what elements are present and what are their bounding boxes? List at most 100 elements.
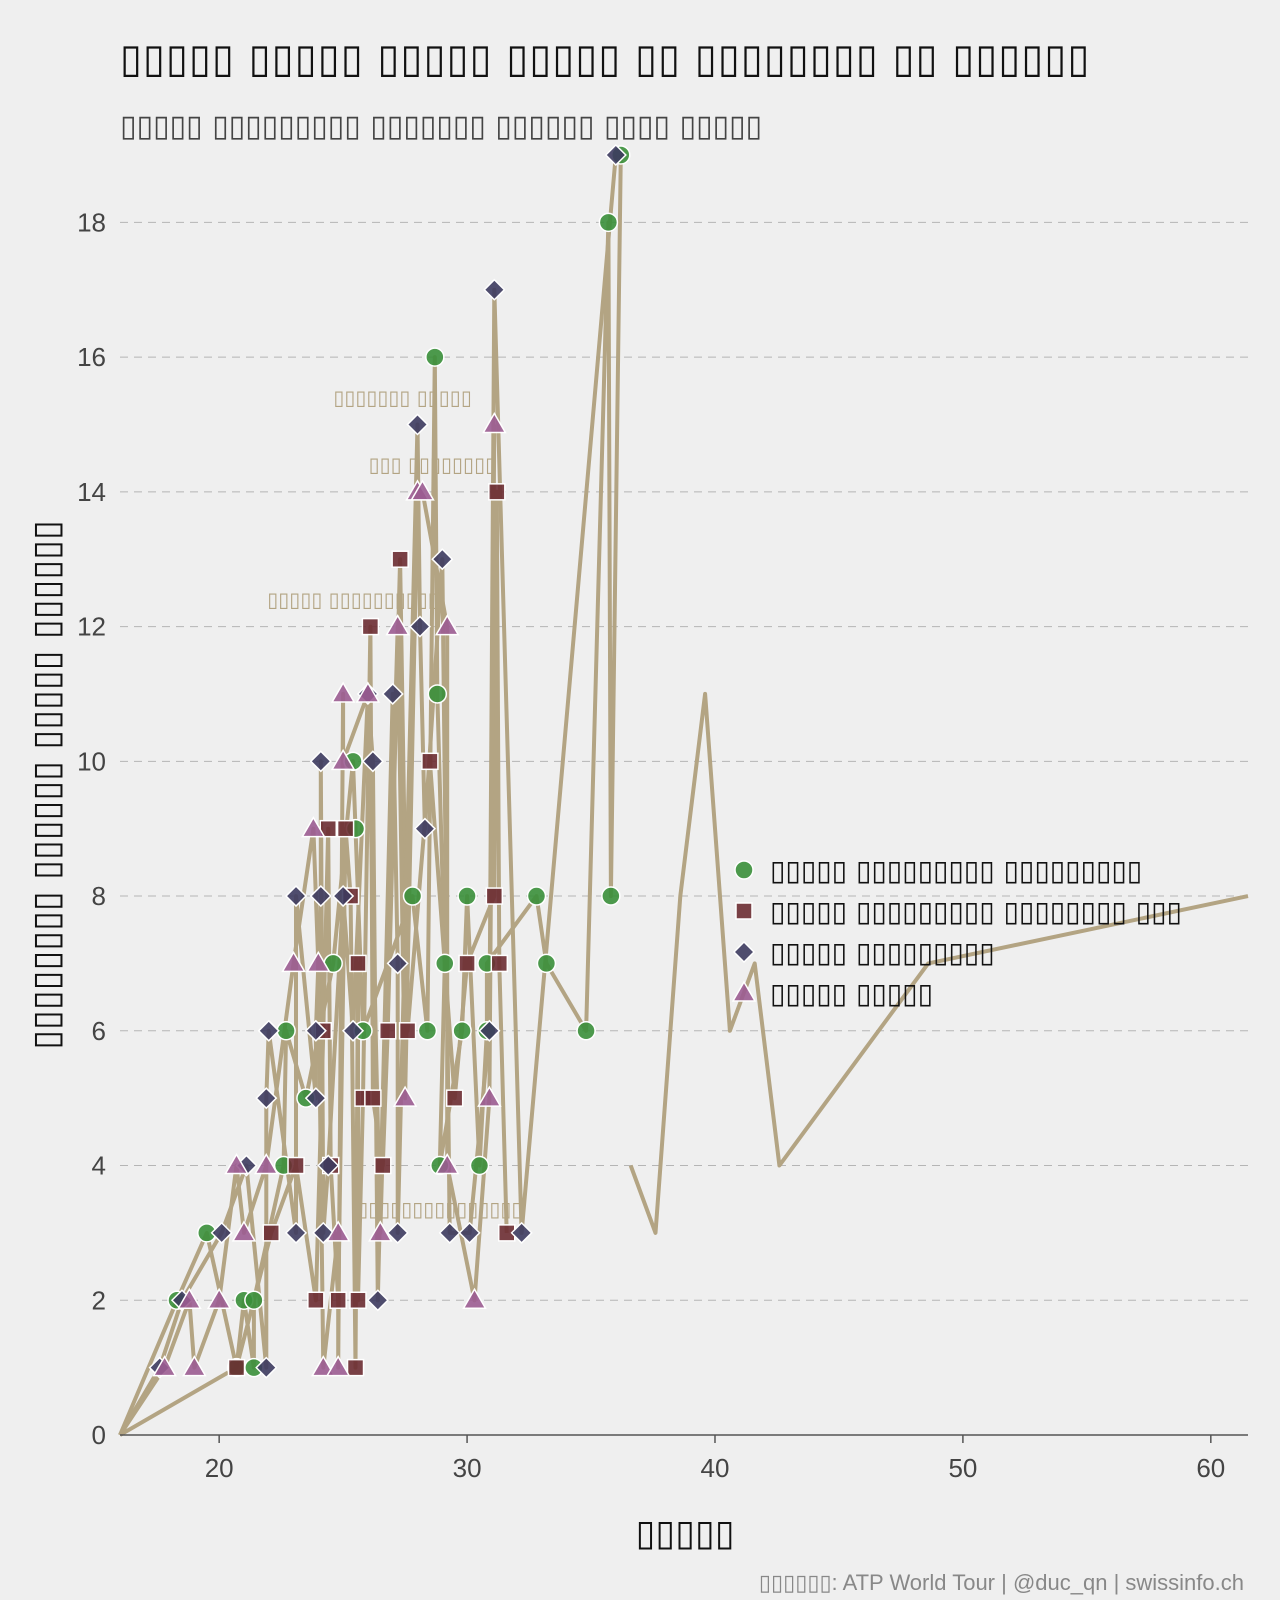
data-point-diamond xyxy=(317,1154,340,1177)
data-point-circle xyxy=(469,1155,490,1176)
data-point-triangle xyxy=(325,1220,351,1242)
data-point-square xyxy=(488,483,506,501)
annotation-label: ▯▯▯ ▯▯▯▯▯▯▯▯ xyxy=(369,453,496,477)
data-point-square xyxy=(227,1358,246,1377)
series-line xyxy=(118,424,497,1437)
data-point-triangle xyxy=(206,1287,232,1310)
x-tick-label: 60 xyxy=(1196,1453,1225,1483)
data-point-square xyxy=(421,752,439,771)
data-point-triangle xyxy=(152,1355,177,1377)
x-tick-label: 50 xyxy=(948,1453,977,1483)
data-point-triangle xyxy=(477,1085,502,1107)
x-tick-label: 40 xyxy=(701,1453,730,1483)
data-point-triangle xyxy=(434,1153,460,1175)
x-tick-label: 20 xyxy=(205,1453,234,1483)
data-point-triangle xyxy=(731,980,757,1002)
data-point-square xyxy=(735,902,753,920)
y-tick-label: 18 xyxy=(77,207,106,237)
grid xyxy=(120,221,1248,1301)
context-line xyxy=(628,691,1249,1235)
y-tick-label: 0 xyxy=(92,1420,106,1450)
data-point-diamond xyxy=(309,884,332,908)
data-point-circle xyxy=(435,953,455,974)
data-point-circle xyxy=(526,886,547,906)
data-point-triangle xyxy=(385,614,410,636)
data-point-circle xyxy=(734,860,754,880)
chart-title: ▯▯▯▯▯ ▯▯▯▯▯ ▯▯▯▯▯ ▯▯▯▯▯ ▯▯ ▯▯▯▯▯▯▯▯ ▯▯ ▯… xyxy=(120,36,1090,82)
legend-label: ▯▯▯▯▯ ▯▯▯▯▯▯▯▯▯ xyxy=(770,936,995,969)
y-tick-label: 4 xyxy=(92,1151,106,1181)
data-point-triangle xyxy=(310,1355,336,1377)
data-point-diamond xyxy=(341,1019,365,1042)
data-point-diamond xyxy=(210,1221,233,1244)
data-point-diamond xyxy=(304,1019,327,1042)
legend-label: ▯▯▯▯▯ ▯▯▯▯▯▯▯▯▯ ▯▯▯▯▯▯▯▯ ▯▯▯ xyxy=(770,895,1182,928)
data-point-circle xyxy=(402,886,423,906)
data-point-diamond xyxy=(413,817,436,840)
data-point-diamond xyxy=(386,1221,409,1244)
legend-label: ▯▯▯▯▯ ▯▯▯▯▯▯▯▯▯ ▯▯▯▯▯▯▯▯▯ xyxy=(770,854,1142,887)
data-point-diamond xyxy=(732,940,756,964)
y-tick-label: 16 xyxy=(77,342,106,372)
data-point-square xyxy=(398,1022,417,1040)
data-point-square xyxy=(346,1358,365,1377)
series-lines xyxy=(118,154,1249,1437)
data-point-triangle xyxy=(177,1287,202,1310)
y-tick-label: 6 xyxy=(92,1016,106,1046)
x-axis-title: ▯▯▯▯▯ xyxy=(635,1513,734,1554)
y-tick-label: 10 xyxy=(77,746,106,776)
data-point-square xyxy=(445,1089,464,1107)
data-point-diamond xyxy=(284,884,308,908)
data-point-diamond xyxy=(406,413,429,436)
data-point-square xyxy=(329,1291,347,1310)
data-point-triangle xyxy=(182,1355,207,1377)
data-point-circle xyxy=(457,886,477,906)
data-point-diamond xyxy=(255,1087,278,1110)
data-point-triangle xyxy=(434,614,460,636)
data-point-triangle xyxy=(306,950,331,973)
data-point-diamond xyxy=(408,615,432,638)
data-point-diamond xyxy=(478,1019,501,1042)
data-point-triangle xyxy=(231,1220,257,1242)
data-point-triangle xyxy=(392,1085,418,1107)
data-point-square xyxy=(485,887,504,905)
data-point-circle xyxy=(598,212,619,233)
data-point-triangle xyxy=(301,816,326,838)
data-point-triangle xyxy=(410,479,435,501)
data-point-square xyxy=(458,954,476,973)
data-point-diamond xyxy=(284,1221,308,1244)
data-point-diamond xyxy=(332,884,355,908)
data-point-diamond xyxy=(604,143,627,167)
y-tick-label: 14 xyxy=(77,477,106,507)
y-tick-label: 2 xyxy=(92,1285,106,1315)
data-point-square xyxy=(307,1291,325,1310)
data-point-diamond xyxy=(255,1356,278,1379)
legend-label: ▯▯▯▯▯ ▯▯▯▯▯ xyxy=(770,977,933,1010)
data-point-triangle xyxy=(253,1153,279,1175)
data-point-square xyxy=(349,1291,367,1310)
data-point-diamond xyxy=(361,750,384,773)
y-tick-label: 8 xyxy=(92,881,106,911)
data-point-circle xyxy=(425,347,445,367)
data-point-square xyxy=(374,1156,392,1175)
data-point-square xyxy=(364,1089,382,1107)
data-point-square xyxy=(378,1022,397,1040)
data-point-diamond xyxy=(458,1221,481,1244)
data-point-triangle xyxy=(355,681,381,703)
chart-subtitle: ▯▯▯▯▯ ▯▯▯▯▯▯▯▯▯ ▯▯▯▯▯▯▯ ▯▯▯▯▯▯ ▯▯▯▯ ▯▯▯▯… xyxy=(120,109,762,144)
data-point-diamond xyxy=(483,278,506,301)
data-point-square xyxy=(349,954,367,973)
data-point-triangle xyxy=(330,681,356,703)
data-point-circle xyxy=(427,684,448,704)
data-point-square xyxy=(262,1224,280,1242)
source-note: ▯▯▯▯▯▯: ATP World Tour | @duc_qn | swiss… xyxy=(759,1570,1244,1595)
data-point-triangle xyxy=(281,950,306,973)
data-point-diamond xyxy=(381,682,404,706)
annotation-label: ▯▯▯▯▯▯▯▯▯▯▯▯▯▯▯ xyxy=(357,1197,522,1221)
annotation-label: ▯▯▯▯▯ ▯▯▯▯▯▯▯▯▯▯ xyxy=(267,587,438,611)
data-point-diamond xyxy=(431,548,454,571)
data-point-circle xyxy=(536,953,557,974)
legend: ▯▯▯▯▯ ▯▯▯▯▯▯▯▯▯ ▯▯▯▯▯▯▯▯▯▯▯▯▯▯ ▯▯▯▯▯▯▯▯▯… xyxy=(731,854,1182,1010)
annotations: ▯▯▯▯▯▯▯ ▯▯▯▯▯ ▯▯▯ ▯▯▯▯▯▯▯▯ ▯▯▯▯▯ ▯▯▯▯▯▯▯▯▯… xyxy=(267,385,522,1221)
